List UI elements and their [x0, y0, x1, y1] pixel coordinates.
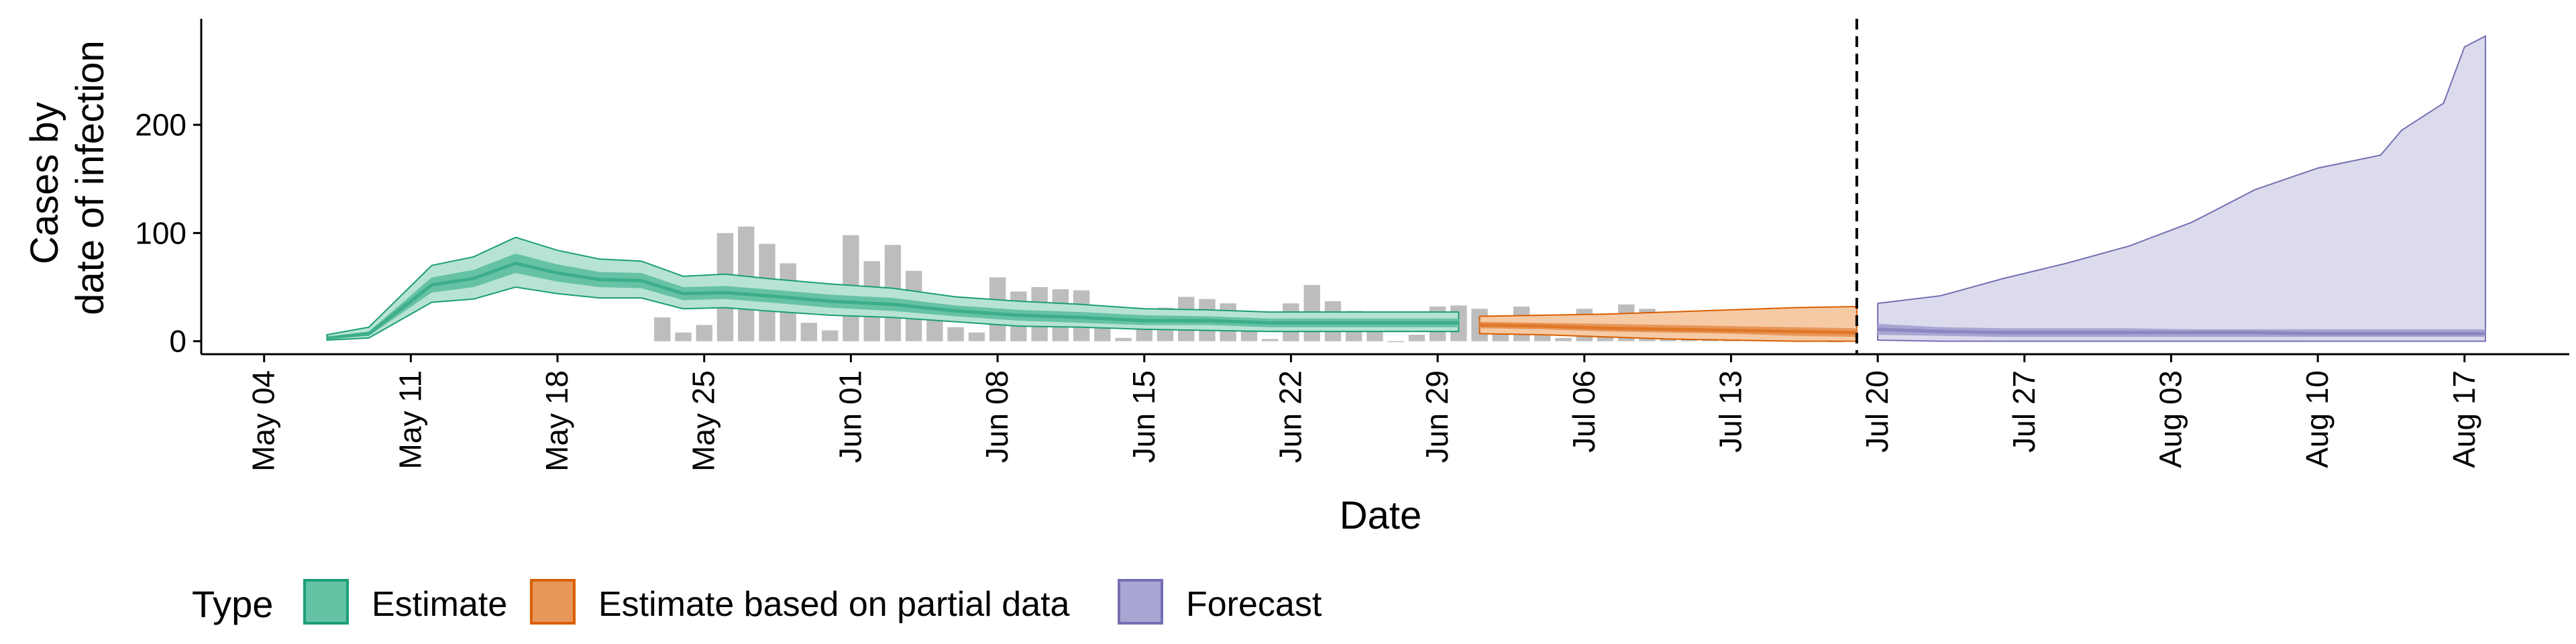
legend-label-0: Estimate — [372, 585, 507, 624]
x-tick-label-2020-07-06: Jul 06 — [1566, 370, 1601, 453]
x-axis-title: Date — [1340, 494, 1422, 537]
legend-label-1: Estimate based on partial data — [598, 585, 1070, 624]
x-tick-label-2020-07-13: Jul 13 — [1713, 370, 1748, 453]
x-tick-label-2020-08-03: Aug 03 — [2153, 370, 2188, 468]
legend-label-2: Forecast — [1186, 585, 1322, 624]
x-tick-label-2020-07-20: Jul 20 — [1860, 370, 1894, 453]
observed-bar-2020-06-21 — [1262, 339, 1279, 341]
legend-swatch-0 — [303, 579, 349, 625]
legend-title: Type — [192, 583, 273, 625]
observed-bar-2020-07-05 — [1555, 337, 1572, 341]
x-tick-label-2020-08-10: Aug 10 — [2300, 370, 2334, 468]
legend-swatch-1 — [530, 579, 576, 625]
estimate-90-band — [326, 236, 1460, 341]
y-tick-label-200: 200 — [135, 107, 186, 142]
observed-bar-2020-05-23 — [654, 317, 671, 341]
y-axis-ticks: 0 100 200 — [135, 107, 201, 359]
observed-bar-2020-06-27 — [1387, 341, 1404, 343]
y-tick-label-0: 0 — [169, 324, 186, 359]
x-tick-label-2020-06-29: Jun 29 — [1419, 370, 1454, 463]
observed-bar-2020-06-14 — [1115, 337, 1132, 341]
x-tick-label-2020-06-22: Jun 22 — [1273, 370, 1307, 463]
x-tick-label-2020-05-11: May 11 — [392, 370, 427, 469]
estimate-series — [326, 236, 1460, 341]
x-tick-label-2020-06-15: Jun 15 — [1126, 370, 1161, 463]
y-tick-label-100: 100 — [135, 215, 186, 250]
x-tick-label-2020-05-04: May 04 — [246, 370, 281, 472]
observed-bar-2020-06-07 — [968, 332, 985, 341]
legend: Type Estimate Estimate based on partial d… — [192, 579, 1322, 625]
partial-estimate-median-line — [1479, 323, 1857, 335]
partial-estimate-series — [1479, 305, 1858, 342]
estimate-50-band — [327, 254, 1459, 339]
legend-swatch-2 — [1118, 579, 1163, 625]
estimate-median-line — [327, 261, 1459, 340]
x-tick-label-2020-05-18: May 18 — [539, 370, 574, 472]
plot-area — [326, 19, 2486, 354]
y-axis-title: Cases by date of infection — [23, 40, 112, 315]
x-axis-ticks: May 04 May 11 May 18 May 25 Jun 01 Jun 08 Jun … — [246, 354, 2481, 472]
y-axis-title-line-1: Cases by — [23, 102, 66, 264]
x-tick-label-2020-07-27: Jul 27 — [2006, 370, 2041, 453]
observed-bar-2020-05-25 — [696, 325, 712, 341]
observed-bar-2020-05-24 — [675, 332, 692, 341]
forecast-median-line — [1878, 327, 2485, 335]
observed-bar-2020-05-30 — [800, 323, 818, 341]
legend-entries: Estimate Estimate based on partial data Fo… — [303, 579, 1322, 625]
observed-bar-2020-06-28 — [1408, 335, 1426, 341]
y-axis-title-line-2: date of infection — [68, 40, 112, 315]
forecast-90-band — [1877, 35, 2486, 342]
observed-bar-2020-05-31 — [822, 330, 839, 341]
axes: 0 100 200 May 04 May 11 May 18 May 25 Jun 01 Ju… — [23, 19, 2569, 537]
x-tick-label-2020-08-17: Aug 17 — [2447, 370, 2481, 468]
x-tick-label-2020-05-25: May 25 — [686, 370, 721, 472]
x-tick-label-2020-06-08: Jun 08 — [979, 370, 1014, 463]
forecast-series — [1877, 35, 2486, 342]
observed-bar-2020-06-06 — [947, 327, 964, 341]
x-tick-label-2020-06-01: Jun 01 — [833, 370, 867, 463]
